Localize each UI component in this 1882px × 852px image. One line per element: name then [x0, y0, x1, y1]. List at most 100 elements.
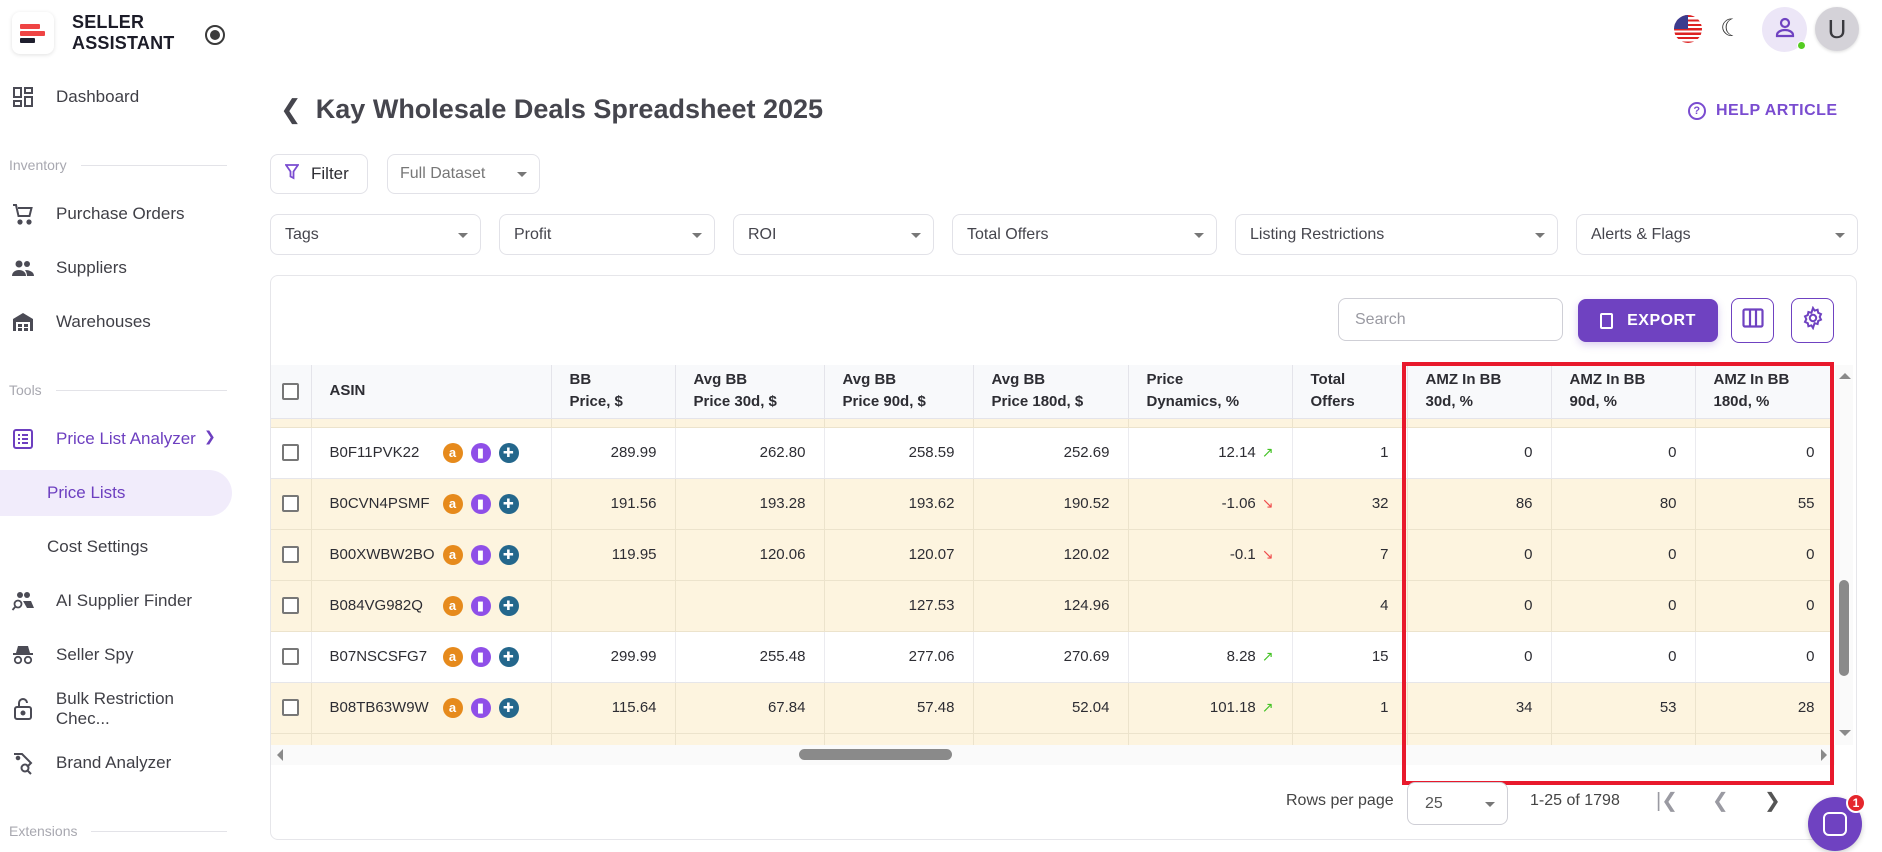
column-header-avg-bb-180d[interactable]: Avg BB Price 180d, $	[973, 365, 1129, 419]
column-header-total-offers[interactable]: Total Offers	[1292, 365, 1408, 419]
asin-text[interactable]: B07NSCSFG7	[329, 648, 428, 665]
row-checkbox[interactable]	[282, 699, 300, 717]
column-header-amz-bb-90d[interactable]: AMZ In BB 90d, %	[1551, 365, 1696, 419]
scroll-left-arrow-icon[interactable]	[277, 749, 283, 761]
sidebar-item-dashboard[interactable]: Dashboard	[0, 74, 232, 120]
chart-icon[interactable]: ▮	[470, 544, 491, 565]
search-input[interactable]	[1338, 298, 1563, 341]
scroll-up-arrow-icon[interactable]	[1839, 373, 1851, 379]
caret-down-icon	[911, 232, 921, 238]
asin-text[interactable]: B00XWBW2BO	[329, 546, 435, 563]
asin-text[interactable]: B08TB63W9W	[329, 699, 429, 716]
previous-page-button[interactable]: ❮	[1712, 790, 1729, 812]
sidebar-item-bulk-restriction-checker[interactable]: Bulk Restriction Chec...	[0, 686, 232, 732]
chart-icon[interactable]: ▮	[470, 595, 491, 616]
tags-dropdown[interactable]: Tags	[270, 214, 481, 255]
us-flag-icon[interactable]	[1674, 15, 1702, 43]
settings-button[interactable]	[1791, 298, 1834, 343]
sidebar-item-price-lists[interactable]: Price Lists	[0, 470, 232, 516]
first-page-button[interactable]: |❮	[1656, 790, 1678, 812]
chart-icon[interactable]: ▮	[470, 442, 491, 463]
horizontal-scroll-thumb[interactable]	[799, 749, 952, 760]
profit-dropdown[interactable]: Profit	[499, 214, 715, 255]
data-table: ASIN BB Price, $ Avg BB Price 30d, $ Avg B…	[271, 365, 1833, 745]
amazon-icon[interactable]: a	[442, 646, 463, 667]
chat-launcher-button[interactable]: 1	[1808, 793, 1866, 851]
keepa-icon[interactable]: ✚	[498, 697, 519, 718]
row-checkbox[interactable]	[282, 495, 300, 513]
dataset-select[interactable]: Full Dataset	[387, 154, 540, 194]
vertical-scroll-thumb[interactable]	[1839, 580, 1849, 676]
row-checkbox[interactable]	[282, 597, 300, 615]
chart-icon[interactable]: ▮	[470, 697, 491, 718]
column-header-amz-bb-30d[interactable]: AMZ In BB 30d, %	[1407, 365, 1552, 419]
alerts-flags-dropdown[interactable]: Alerts & Flags	[1576, 214, 1858, 255]
listing-restrictions-dropdown[interactable]: Listing Restrictions	[1235, 214, 1558, 255]
table-row[interactable]: B07NSCSFG7 a ▮ ✚ 299.99 255.48 277.06 270.69 8.2…	[271, 631, 1833, 683]
filter-button[interactable]: Filter	[270, 154, 368, 194]
table-row[interactable]: B00XWBW2BO a ▮ ✚ 119.95 120.06 120.07 120.02 -0.…	[271, 529, 1833, 581]
table-row[interactable]: B0CVN4PSMF a ▮ ✚ 191.56 193.28 193.62 190.52 -1.…	[271, 478, 1833, 530]
horizontal-scrollbar[interactable]	[271, 745, 1835, 765]
keepa-icon[interactable]: ✚	[498, 493, 519, 514]
sidebar-item-suppliers[interactable]: Suppliers	[0, 245, 232, 291]
select-all-checkbox[interactable]	[282, 382, 300, 400]
asin-text[interactable]: B084VG982Q	[329, 597, 423, 614]
sidebar-item-seller-spy[interactable]: Seller Spy	[0, 632, 232, 678]
row-checkbox[interactable]	[282, 444, 300, 462]
column-header-avg-bb-30d[interactable]: Avg BB Price 30d, $	[675, 365, 825, 419]
sidebar-item-warehouses[interactable]: Warehouses	[0, 299, 232, 345]
export-button[interactable]: EXPORT	[1578, 299, 1718, 342]
table-row[interactable]: B084VG982Q a ▮ ✚ 127.53 124.96 4 0 0 0	[271, 580, 1833, 632]
column-header-bb-price[interactable]: BB Price, $	[551, 365, 676, 419]
sidebar-item-price-list-analyzer[interactable]: Price List Analyzer ❯	[0, 416, 232, 462]
amazon-icon[interactable]: a	[442, 595, 463, 616]
keepa-icon[interactable]: ✚	[498, 544, 519, 565]
column-header-price-dynamics[interactable]: Price Dynamics, %	[1128, 365, 1293, 419]
columns-button[interactable]	[1731, 298, 1774, 343]
bb-price-cell: 289.99	[551, 427, 676, 479]
column-header-avg-bb-90d[interactable]: Avg BB Price 90d, $	[824, 365, 974, 419]
roi-dropdown[interactable]: ROI	[733, 214, 934, 255]
next-page-button[interactable]: ❯	[1764, 790, 1781, 812]
asin-text[interactable]: B0F11PVK22	[329, 444, 420, 461]
moon-stars-icon[interactable]: ☾	[1720, 15, 1742, 42]
column-header-amz-bb-180d[interactable]: AMZ In BB 180d, %	[1695, 365, 1833, 419]
chart-icon[interactable]: ▮	[470, 493, 491, 514]
row-checkbox[interactable]	[282, 546, 300, 564]
caret-down-icon	[1535, 232, 1545, 238]
section-extensions: Extensions	[9, 823, 227, 839]
brand[interactable]: SELLER ASSISTANT	[12, 12, 174, 54]
total-offers-cell: 4	[1292, 580, 1408, 632]
amazon-icon[interactable]: a	[442, 493, 463, 514]
profile-button[interactable]	[1762, 7, 1807, 52]
sidebar-pin-toggle-icon[interactable]	[205, 25, 225, 45]
total-offers-dropdown[interactable]: Total Offers	[952, 214, 1217, 255]
amazon-icon[interactable]: a	[442, 544, 463, 565]
rows-per-page-select[interactable]: 25	[1407, 782, 1508, 825]
amazon-icon[interactable]: a	[442, 442, 463, 463]
sidebar-item-brand-analyzer[interactable]: Brand Analyzer	[0, 740, 232, 786]
table-row[interactable]: B08TB63W9W a ▮ ✚ 115.64 67.84 57.48 52.04 101.18…	[271, 682, 1833, 734]
sidebar-item-ai-supplier-finder[interactable]: AI Supplier Finder	[0, 578, 232, 624]
keepa-icon[interactable]: ✚	[498, 442, 519, 463]
help-article-link[interactable]: ? HELP ARTICLE	[1688, 102, 1838, 120]
column-header-asin[interactable]: ASIN	[311, 365, 552, 419]
scroll-right-arrow-icon[interactable]	[1821, 749, 1827, 761]
asin-text[interactable]: B0CVN4PSMF	[329, 495, 430, 512]
tag-search-icon	[10, 750, 36, 776]
chart-icon[interactable]: ▮	[470, 646, 491, 667]
scroll-down-arrow-icon[interactable]	[1839, 730, 1851, 736]
sidebar-item-purchase-orders[interactable]: Purchase Orders	[0, 191, 232, 237]
vertical-scrollbar[interactable]	[1835, 365, 1853, 745]
back-chevron-icon[interactable]: ❮	[280, 94, 302, 124]
row-checkbox[interactable]	[282, 648, 300, 666]
table-row[interactable]: B0F11PVK22 a ▮ ✚ 289.99 262.80 258.59 252.69 12.…	[271, 427, 1833, 479]
chevron-down-icon[interactable]: ❯	[204, 428, 216, 444]
sidebar-item-cost-settings[interactable]: Cost Settings	[47, 537, 149, 556]
amazon-icon[interactable]: a	[442, 697, 463, 718]
avatar[interactable]: U	[1815, 7, 1859, 51]
keepa-icon[interactable]: ✚	[498, 646, 519, 667]
price-dynamics-cell	[1128, 580, 1293, 632]
keepa-icon[interactable]: ✚	[498, 595, 519, 616]
